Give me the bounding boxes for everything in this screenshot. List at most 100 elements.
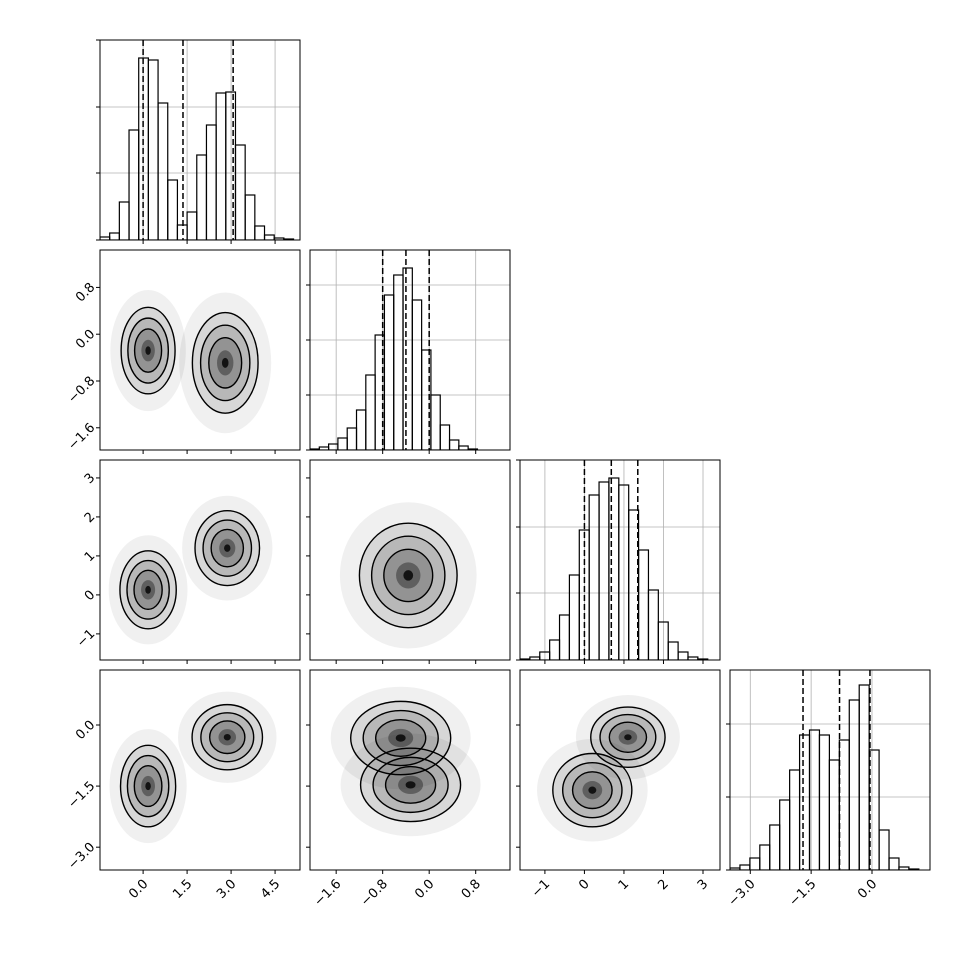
axes-frame: [519, 669, 721, 871]
x-tick-label: 1: [616, 877, 632, 893]
axes-frame: [729, 669, 931, 871]
histogram-bin: [828, 759, 840, 870]
histogram-bin: [365, 374, 376, 450]
histogram-bin: [838, 739, 850, 870]
histogram-bin: [588, 494, 600, 660]
histogram-bin: [346, 427, 358, 450]
x-tick-label: 0.0: [412, 877, 437, 902]
histogram-bin: [254, 225, 266, 240]
x-tick-label: 2: [655, 877, 671, 893]
density-contour: [145, 585, 151, 594]
x-tick-label: −1: [529, 877, 553, 901]
histogram-bin: [798, 734, 811, 870]
axes-frame: [309, 459, 511, 661]
plot-area: [730, 670, 930, 870]
histogram-bin: [263, 234, 275, 240]
histogram-bin: [647, 589, 659, 660]
histogram-bin: [749, 857, 761, 870]
panel: [516, 459, 721, 664]
y-tick-label: 0: [82, 588, 98, 604]
plot-area: [100, 40, 300, 240]
histogram-bin: [558, 614, 571, 660]
axes-frame: [309, 669, 511, 871]
plot-area: [330, 686, 481, 837]
panel: −3.0 −1.5 0.0: [726, 669, 931, 910]
histogram-bin: [458, 445, 469, 450]
plot-area: [520, 460, 720, 660]
histogram-bin: [608, 477, 620, 660]
histogram-bin: [779, 799, 791, 870]
y-tick-label: 1: [82, 549, 98, 565]
histogram-bin: [637, 549, 650, 660]
histogram-bin: [109, 232, 120, 240]
plot-area: [310, 250, 510, 450]
panel: −1 0 1 2 3: [74, 459, 301, 664]
density-contour: [224, 544, 231, 552]
y-tick-label: −1: [74, 627, 98, 651]
histogram-bin: [598, 481, 610, 660]
histogram-bin: [147, 59, 159, 240]
histogram-bin: [355, 409, 367, 450]
histogram-bin: [657, 621, 669, 660]
x-tick-label: 0.0: [126, 877, 151, 902]
density-contour: [588, 786, 597, 794]
y-tick-label: 2: [82, 510, 98, 526]
plot-area: [108, 495, 273, 645]
x-tick-label: 0: [576, 877, 592, 893]
y-tick-label: −1.6: [65, 420, 98, 453]
x-tick-label: 3: [695, 877, 711, 893]
x-tick-label: −0.8: [358, 877, 391, 910]
histogram-bin: [789, 769, 801, 870]
axes-frame: [99, 459, 301, 661]
density-contour: [405, 781, 416, 789]
histogram-bin: [439, 424, 451, 450]
histogram-bin: [759, 844, 771, 870]
histogram-bin: [215, 92, 227, 240]
y-tick-label: 3: [82, 471, 98, 487]
histogram-bin: [244, 194, 256, 240]
histogram-bin: [157, 102, 169, 240]
histogram-bin: [411, 299, 423, 450]
plot-area: [339, 502, 477, 649]
histogram-bin: [337, 437, 348, 450]
panel: −1.6 −0.8 0.0 0.8: [306, 669, 511, 910]
panel: −1 0 1 2 3: [516, 669, 721, 901]
axes-frame: [309, 249, 511, 451]
y-tick-label: −1.5: [65, 779, 98, 812]
panel: −1.6 −0.8 0.0 0.8: [65, 249, 301, 454]
histogram-bin: [225, 91, 237, 240]
density-contour: [221, 357, 229, 368]
plot-area: [536, 695, 680, 842]
histogram-bin: [667, 641, 679, 660]
histogram-bin: [205, 124, 217, 240]
histogram-bin: [769, 824, 781, 870]
histogram-bin: [739, 864, 751, 870]
y-tick-label: 0.0: [73, 718, 98, 743]
histogram-bin: [118, 201, 130, 240]
x-tick-label: 0.8: [459, 877, 484, 902]
histogram-bin: [167, 179, 179, 240]
histogram-bin: [186, 211, 198, 240]
x-tick-label: 0.0: [855, 877, 880, 902]
histogram-bin: [848, 699, 860, 870]
histogram-bin: [448, 439, 460, 450]
histogram-bin: [430, 394, 441, 450]
y-tick-label: −3.0: [65, 840, 98, 873]
axes-frame: [99, 39, 301, 241]
density-contour: [395, 734, 406, 742]
histogram-bin: [196, 154, 208, 240]
density-contour: [403, 570, 414, 581]
histogram-bin: [888, 857, 900, 870]
histogram-bin: [128, 129, 140, 240]
x-tick-label: 3.0: [214, 877, 239, 902]
x-tick-label: 4.5: [258, 877, 283, 902]
density-contour: [145, 346, 151, 355]
y-tick-label: 0.8: [73, 280, 98, 305]
x-tick-label: 1.5: [170, 877, 195, 902]
x-tick-label: −1.5: [787, 877, 820, 910]
panel: [306, 459, 511, 664]
histogram-bin: [868, 749, 880, 870]
panel: 0.0 1.5 3.0 4.5 −3.0 −1.5 0.0: [65, 669, 301, 902]
axes-frame: [99, 669, 301, 871]
histogram-bin: [234, 144, 246, 240]
